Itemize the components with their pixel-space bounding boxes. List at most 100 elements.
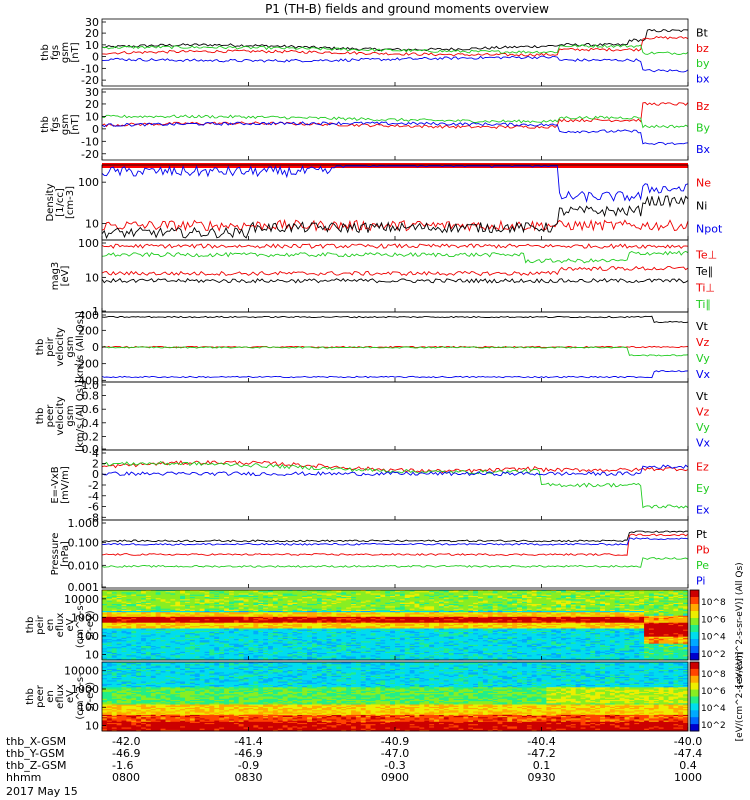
spectrogram-cell xyxy=(214,592,220,594)
spectrogram-cell xyxy=(194,609,201,612)
spectrogram-cell xyxy=(292,630,298,633)
spectrogram-cell xyxy=(268,642,274,645)
spectrogram-cell xyxy=(248,649,254,652)
spectrogram-cell xyxy=(155,612,161,614)
spectrogram-cell xyxy=(116,606,122,608)
spectrogram-cell xyxy=(365,599,371,601)
spectrogram-cell xyxy=(170,642,176,645)
spectrogram-cell xyxy=(145,636,152,639)
spectrogram-cell xyxy=(175,614,181,617)
spectrogram-cell xyxy=(194,621,201,624)
spectrogram-cell xyxy=(360,606,367,608)
spectrogram-cell xyxy=(126,640,132,642)
spectrogram-cell xyxy=(155,658,161,661)
spectrogram-cell xyxy=(111,621,118,624)
spectrogram-cell xyxy=(341,633,347,635)
spectrogram-cell xyxy=(131,651,137,654)
spectrogram-cell xyxy=(121,651,127,654)
spectrogram-cell xyxy=(189,611,196,613)
spectrogram-cell xyxy=(365,625,371,627)
spectrogram-cell xyxy=(145,647,152,649)
spectrogram-cell xyxy=(238,621,244,624)
spectrogram-cell xyxy=(355,599,362,601)
legend-entry: Pi xyxy=(696,574,705,587)
spectrogram-cell xyxy=(297,639,303,641)
spectrogram-cell xyxy=(272,601,279,604)
spectrogram-cell xyxy=(243,658,249,661)
spectrogram-cell xyxy=(219,639,225,641)
spectrogram-cell xyxy=(136,658,142,661)
spectrogram-cell xyxy=(136,636,142,639)
spectrogram-cell xyxy=(238,590,244,592)
spectrogram-cell xyxy=(126,597,132,599)
spectrogram-cell xyxy=(214,620,220,622)
spectrogram-cell xyxy=(336,647,342,649)
spectrogram-cell xyxy=(307,599,313,601)
spectrogram-cell xyxy=(131,649,137,652)
spectrogram-cell xyxy=(321,633,328,635)
spectrogram-cell xyxy=(336,633,342,635)
spectrogram-cell xyxy=(185,633,191,635)
spectrogram-cell xyxy=(209,644,215,647)
series-line-Vx xyxy=(101,370,689,379)
spectrogram-cell xyxy=(102,613,108,615)
spectrogram-cell xyxy=(199,651,205,654)
spectrogram-cell xyxy=(111,591,118,593)
spectrogram-cell xyxy=(277,632,284,634)
spectrogram-cell xyxy=(277,636,284,639)
spectrogram-cell xyxy=(341,599,347,601)
spectrogram-cell xyxy=(346,626,352,628)
spectrogram-cell xyxy=(263,644,269,647)
series-line-by xyxy=(101,44,689,55)
spectrogram-cell xyxy=(360,616,367,619)
spectrogram-cell xyxy=(248,629,254,632)
series-line-Vy xyxy=(102,346,689,357)
spectrogram-cell xyxy=(346,602,352,605)
spectrogram-cell xyxy=(355,655,362,657)
spectrogram-cell xyxy=(321,593,328,596)
spectrogram-cell xyxy=(336,646,342,648)
spectrogram-cell xyxy=(277,656,284,659)
spectrogram-cell xyxy=(258,593,264,596)
spectrogram-cell xyxy=(321,601,328,604)
spectrogram-cell xyxy=(131,647,137,649)
spectrogram-cell xyxy=(229,655,235,657)
spectrogram-cell xyxy=(336,607,342,610)
spectrogram-cell xyxy=(121,618,127,620)
spectrogram-cell xyxy=(180,620,186,622)
spectrogram-cell xyxy=(253,619,259,621)
spectrogram-cell xyxy=(121,658,127,661)
spectrogram-cell xyxy=(346,600,352,603)
spectrogram-cell xyxy=(258,615,264,618)
spectrogram-cell xyxy=(214,633,220,635)
y-tick-label: 0.010 xyxy=(68,559,100,572)
spectrogram-cell xyxy=(219,611,225,613)
spectrogram-cell xyxy=(189,626,196,628)
spectrogram-cell xyxy=(224,599,230,601)
spectrogram-cell xyxy=(346,625,352,627)
spectrogram-cell xyxy=(253,637,259,640)
spectrogram-cell xyxy=(263,621,269,624)
spectrogram-cell xyxy=(160,622,166,625)
spectrogram-cell xyxy=(248,613,254,615)
spectrogram-cell xyxy=(302,621,308,624)
spectrogram-cell xyxy=(165,647,171,649)
spectrogram-cell xyxy=(224,598,230,600)
spectrogram-cell xyxy=(312,628,318,631)
spectrogram-cell xyxy=(150,646,157,648)
spectrogram-cell xyxy=(126,647,132,649)
spectrogram-cell xyxy=(238,641,244,643)
spectrogram-cell xyxy=(204,621,210,624)
spectrogram-cell xyxy=(341,634,347,636)
y-tick-label: 30 xyxy=(85,86,99,99)
spectrogram-cell xyxy=(263,657,269,660)
spectrogram-cell xyxy=(141,641,147,643)
spectrogram-cell xyxy=(243,636,249,639)
spectrogram-cell xyxy=(258,619,264,621)
spectrogram-cell xyxy=(229,632,235,634)
spectrogram-cell xyxy=(287,648,293,650)
spectrogram-cell xyxy=(316,621,323,624)
spectrogram-cell xyxy=(150,608,157,611)
spectrogram-cell xyxy=(316,620,323,622)
spectrogram-cell xyxy=(341,620,347,622)
